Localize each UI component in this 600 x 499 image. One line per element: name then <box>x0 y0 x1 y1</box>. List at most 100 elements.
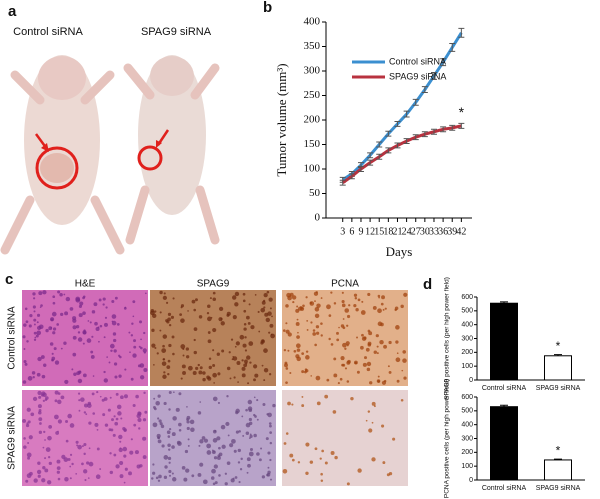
x-tick-label: 18 <box>383 226 393 237</box>
cell-nucleus <box>182 371 186 375</box>
cell-nucleus <box>269 307 272 310</box>
histology-image <box>150 290 276 386</box>
cell-nucleus <box>71 368 74 371</box>
cell-nucleus <box>129 450 134 455</box>
cell-nucleus <box>212 438 218 443</box>
cell-nucleus <box>344 367 348 370</box>
cell-nucleus <box>188 365 193 371</box>
cell-nucleus <box>346 482 350 486</box>
cell-nucleus <box>212 396 218 402</box>
cell-nucleus <box>213 382 215 384</box>
cell-nucleus <box>186 406 188 408</box>
cell-nucleus <box>91 310 96 314</box>
cell-nucleus <box>155 476 159 480</box>
cell-nucleus <box>193 308 197 312</box>
cell-nucleus <box>133 345 137 349</box>
y-tick-label: 350 <box>304 40 321 52</box>
cell-nucleus <box>166 365 171 370</box>
cell-nucleus <box>83 442 87 447</box>
y-tick-label: 400 <box>461 322 473 329</box>
error-bar <box>449 124 456 131</box>
cell-nucleus <box>36 469 42 475</box>
cell-nucleus <box>328 337 331 341</box>
cell-nucleus <box>103 336 106 339</box>
cell-nucleus <box>301 395 304 398</box>
cell-nucleus <box>199 462 204 467</box>
cell-nucleus <box>103 397 108 401</box>
cell-nucleus <box>40 304 43 307</box>
cell-nucleus <box>344 308 350 313</box>
cell-nucleus <box>57 419 63 424</box>
panel-label: c <box>5 271 13 288</box>
error-bar <box>357 166 364 172</box>
cell-nucleus <box>238 430 241 433</box>
cell-nucleus <box>305 296 308 299</box>
cell-nucleus <box>199 366 203 370</box>
cell-nucleus <box>287 295 292 301</box>
cell-nucleus <box>22 335 26 339</box>
cell-nucleus <box>245 408 248 412</box>
cell-nucleus <box>35 334 39 338</box>
cell-nucleus <box>381 295 385 300</box>
bar <box>490 302 518 381</box>
cell-nucleus <box>344 347 347 350</box>
cell-nucleus <box>247 463 251 468</box>
cell-nucleus <box>82 331 87 335</box>
cell-nucleus <box>160 424 165 429</box>
cell-nucleus <box>95 474 101 480</box>
cell-nucleus <box>270 478 273 481</box>
cell-nucleus <box>342 326 346 330</box>
cell-nucleus <box>143 331 146 335</box>
legend-label: SPAG9 siRNA <box>389 71 446 81</box>
histology-image <box>22 290 148 386</box>
y-tick-label: 50 <box>309 187 321 199</box>
cell-nucleus <box>263 368 269 373</box>
cell-nucleus <box>24 362 28 366</box>
cell-nucleus <box>87 403 92 408</box>
cell-nucleus <box>306 329 309 331</box>
cell-nucleus <box>119 461 124 466</box>
cell-nucleus <box>234 476 238 479</box>
cell-nucleus <box>157 394 161 398</box>
cell-nucleus <box>75 440 79 444</box>
cell-nucleus <box>112 433 116 437</box>
cell-nucleus <box>161 348 167 353</box>
cell-nucleus <box>98 340 100 343</box>
cell-nucleus <box>324 394 329 399</box>
y-tick-label: 100 <box>304 163 321 175</box>
cell-nucleus <box>306 319 309 322</box>
cell-nucleus <box>310 375 313 377</box>
cell-nucleus <box>82 342 85 345</box>
cell-nucleus <box>371 457 376 462</box>
cell-nucleus <box>48 461 52 466</box>
cell-nucleus <box>27 420 31 424</box>
cell-nucleus <box>388 370 392 374</box>
cell-nucleus <box>245 422 251 428</box>
cell-nucleus <box>61 454 66 460</box>
cell-nucleus <box>239 468 243 471</box>
x-tick-label: 15 <box>374 226 384 237</box>
cell-nucleus <box>295 343 301 349</box>
error-bar <box>412 98 419 106</box>
cell-nucleus <box>99 324 103 328</box>
error-bar <box>394 120 401 127</box>
error-bar <box>385 147 392 154</box>
cell-nucleus <box>232 356 238 361</box>
x-tick-label: Control siRNA <box>482 385 527 392</box>
cell-nucleus <box>87 320 90 322</box>
cell-nucleus <box>225 421 230 427</box>
cell-nucleus <box>271 315 273 318</box>
cell-nucleus <box>260 447 263 450</box>
cell-nucleus <box>282 468 288 474</box>
cell-nucleus <box>32 305 36 309</box>
cell-nucleus <box>132 403 136 408</box>
cell-nucleus <box>201 436 206 440</box>
cell-nucleus <box>82 311 86 315</box>
cell-nucleus <box>90 350 94 354</box>
cell-nucleus <box>246 457 251 462</box>
cell-nucleus <box>29 314 33 318</box>
cell-nucleus <box>247 399 253 405</box>
cell-nucleus <box>32 396 38 402</box>
cell-nucleus <box>36 372 41 377</box>
cell-nucleus <box>212 291 216 295</box>
